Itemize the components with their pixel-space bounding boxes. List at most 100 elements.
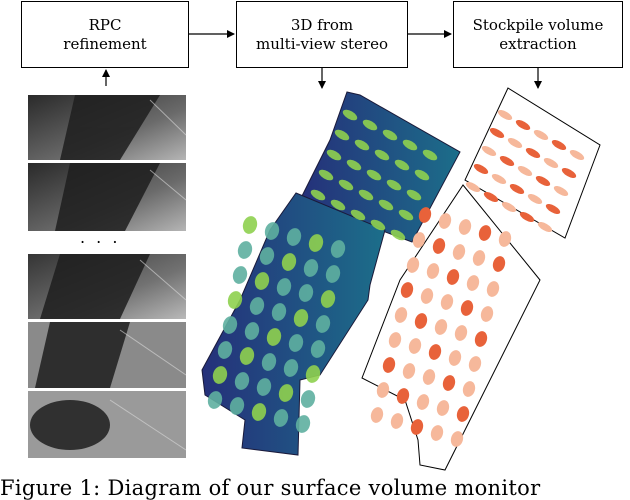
dem-map — [201, 91, 461, 456]
dem-pile — [261, 353, 277, 371]
extracted-pile — [462, 381, 476, 397]
dem-pile — [229, 397, 245, 415]
dem-pile — [326, 149, 342, 161]
extracted-pile — [533, 129, 549, 141]
extracted-pile — [480, 306, 494, 322]
dem-pile — [354, 139, 370, 151]
extracted-pile — [448, 350, 462, 366]
dem-pile — [300, 390, 316, 408]
extracted-pile — [416, 394, 430, 410]
extracted-pile — [376, 382, 390, 398]
extracted-pile — [499, 155, 515, 167]
dem-pile — [342, 109, 358, 121]
extracted-pile — [436, 400, 450, 416]
extracted-pile — [420, 288, 434, 304]
dem-pile — [320, 290, 336, 308]
dem-pile — [239, 347, 255, 365]
dem-pile — [293, 309, 309, 327]
dem-pile — [310, 340, 326, 358]
dem-pile — [227, 291, 243, 309]
extracted-pile — [370, 407, 384, 423]
extracted-pile — [553, 185, 569, 197]
dem-lower-section — [201, 192, 386, 456]
dem-pile — [318, 169, 334, 181]
dem-pile — [330, 240, 346, 258]
dem-pile — [394, 159, 410, 171]
dem-pile — [350, 209, 366, 221]
figure-caption: Figure 1: Diagram of our surface volume … — [0, 476, 541, 500]
extracted-pile — [442, 375, 456, 391]
extracted-pile — [440, 294, 454, 310]
dem-pile — [217, 341, 233, 359]
extracted-pile — [396, 388, 410, 404]
dem-pile — [406, 189, 422, 201]
extracted-pile — [474, 331, 488, 347]
dem-pile — [286, 228, 302, 246]
dem-pile — [264, 222, 280, 240]
dem-pile — [402, 139, 418, 151]
extracted-pile — [489, 127, 505, 139]
extracted-pile — [519, 211, 535, 223]
dem-pile — [374, 149, 390, 161]
dem-pile — [325, 265, 341, 283]
dem-pile — [222, 316, 238, 334]
rpc-refinement-box: RPC refinement — [21, 1, 189, 68]
dem-pile — [276, 278, 292, 296]
extracted-pile — [525, 147, 541, 159]
dem-pile — [398, 209, 414, 221]
extracted-pile — [481, 145, 497, 157]
extracted-pile — [527, 193, 543, 205]
dem-pile — [254, 272, 270, 290]
extracted-pile — [456, 406, 470, 422]
extracted-pile — [517, 165, 533, 177]
extracted-pile — [501, 201, 517, 213]
extracted-pile — [460, 300, 474, 316]
dem-pile — [362, 119, 378, 131]
extracted-pile — [394, 307, 408, 323]
dem-pile — [242, 216, 258, 234]
extracted-pile — [569, 149, 585, 161]
dem-pile — [256, 378, 272, 396]
stockpile-upper-frame — [464, 87, 601, 239]
extracted-pile — [515, 119, 531, 131]
dem-pile — [390, 229, 406, 241]
dem-pile — [382, 129, 398, 141]
extracted-pile — [472, 250, 486, 266]
dem-pile — [212, 366, 228, 384]
extracted-pile — [450, 431, 464, 447]
dem-pile — [237, 241, 253, 259]
extracted-pile — [551, 139, 567, 151]
dem-pile — [271, 303, 287, 321]
dem-pile — [366, 169, 382, 181]
multi-view-stereo-line2: multi-view stereo — [255, 34, 388, 53]
extracted-pile — [507, 137, 523, 149]
extracted-pile — [434, 319, 448, 335]
dem-pile — [295, 415, 311, 433]
dem-stockpiles — [207, 109, 438, 433]
dem-pile — [330, 199, 346, 211]
extracted-pile — [406, 257, 420, 273]
extracted-pile — [561, 167, 577, 179]
dem-pile — [251, 403, 267, 421]
dem-pile — [310, 189, 326, 201]
extracted-pile — [390, 413, 404, 429]
extracted-pile — [410, 419, 424, 435]
dem-pile — [338, 179, 354, 191]
extracted-pile — [428, 344, 442, 360]
dem-pile — [358, 189, 374, 201]
extracted-pile — [537, 221, 553, 233]
extracted-pile — [498, 231, 512, 247]
dem-pile — [266, 328, 282, 346]
extracted-pile — [509, 183, 525, 195]
extracted-pile — [458, 219, 472, 235]
dem-pile — [281, 253, 297, 271]
extracted-pile — [418, 207, 432, 223]
extracted-pile — [466, 275, 480, 291]
extracted-pile — [478, 225, 492, 241]
extracted-pile — [408, 338, 422, 354]
extracted-pile — [454, 325, 468, 341]
extracted-pile — [382, 357, 396, 373]
extracted-pile — [452, 244, 466, 260]
extracted-pile — [414, 313, 428, 329]
extracted-pile — [388, 332, 402, 348]
